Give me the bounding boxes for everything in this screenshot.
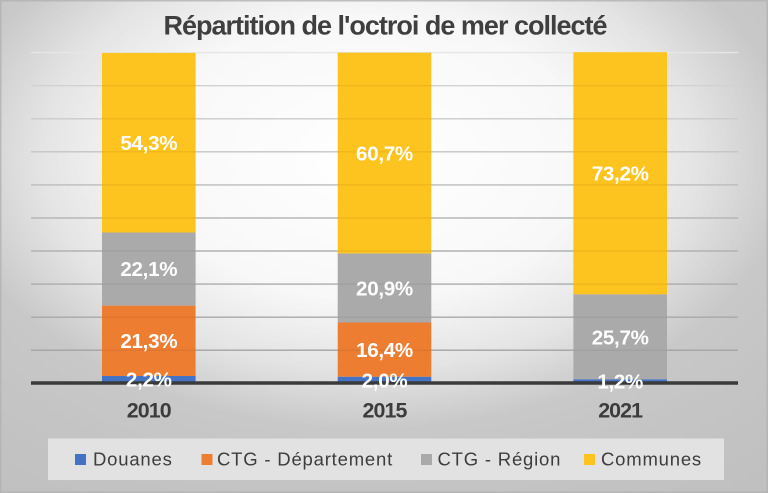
svg-text:73,2%: 73,2%	[592, 163, 649, 186]
svg-text:CTG - Région: CTG - Région	[438, 449, 562, 470]
svg-text:21,3%: 21,3%	[120, 330, 177, 353]
svg-text:2,2%: 2,2%	[126, 369, 172, 392]
svg-text:Répartition de l'octroi de mer: Répartition de l'octroi de mer collecté	[163, 11, 607, 41]
svg-text:Communes: Communes	[601, 449, 702, 470]
svg-text:2,0%: 2,0%	[362, 369, 408, 392]
svg-text:1,2%: 1,2%	[597, 371, 643, 394]
svg-text:2015: 2015	[363, 399, 408, 423]
svg-text:20,9%: 20,9%	[356, 277, 413, 300]
svg-text:Douanes: Douanes	[93, 449, 173, 470]
svg-text:2010: 2010	[127, 399, 172, 423]
svg-text:25,7%: 25,7%	[592, 326, 649, 349]
svg-text:22,1%: 22,1%	[120, 258, 177, 281]
svg-text:2021: 2021	[598, 399, 643, 423]
svg-text:54,3%: 54,3%	[120, 132, 177, 155]
svg-text:60,7%: 60,7%	[356, 142, 413, 165]
svg-text:CTG - Département: CTG - Département	[217, 449, 393, 470]
svg-text:16,4%: 16,4%	[356, 339, 413, 362]
